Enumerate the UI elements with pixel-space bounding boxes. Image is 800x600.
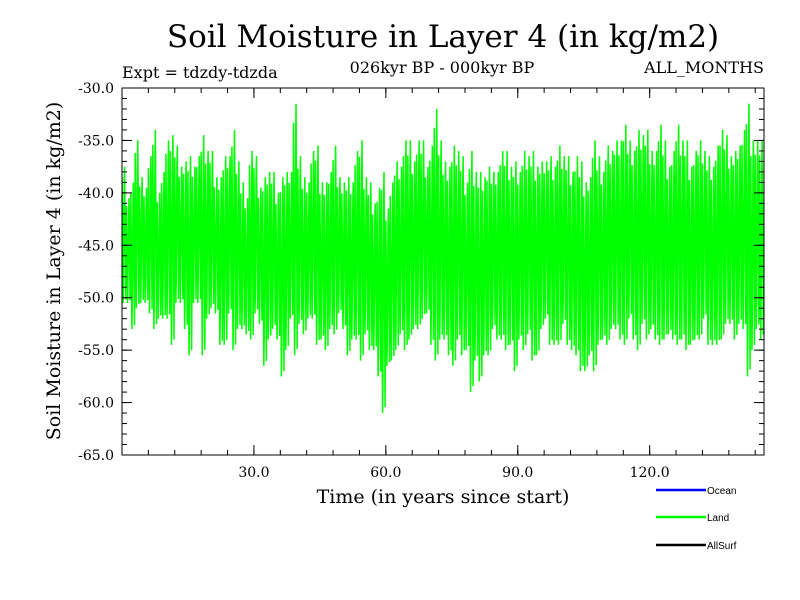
subtitle-right: ALL_MONTHS	[643, 58, 764, 77]
y-tick-label: -60.0	[78, 396, 114, 412]
legend-label-allsurf: AllSurf	[707, 541, 737, 552]
x-tick-label: 120.0	[630, 465, 670, 481]
subtitle-center: 026kyr BP - 000kyr BP	[350, 58, 535, 77]
y-tick-label: -30.0	[78, 81, 114, 97]
plot-frame	[121, 87, 765, 456]
series-layer	[122, 103, 764, 414]
x-tick-label: 30.0	[238, 465, 269, 481]
x-tick-label: 90.0	[502, 465, 533, 481]
series-line-land	[122, 103, 764, 414]
chart-title: Soil Moisture in Layer 4 (in kg/m2)	[167, 19, 719, 55]
legend-label-ocean: Ocean	[707, 486, 736, 497]
y-tick-label: -40.0	[78, 186, 114, 202]
y-axis: -30.0 -35.0 -40.0 -45.0 -50.0 -55.0 -60.0 -65.0	[78, 81, 764, 464]
x-axis-label: Time (in years since start)	[317, 486, 570, 508]
y-tick-label: -55.0	[78, 343, 114, 359]
y-axis-label: Soil Moisture in Layer 4 (in kg/m2)	[43, 102, 65, 441]
x-tick-label: 60.0	[370, 465, 401, 481]
y-tick-label: -35.0	[78, 133, 114, 149]
y-tick-label: -50.0	[78, 291, 114, 307]
legend: Ocean Land AllSurf	[656, 486, 737, 552]
y-tick-label: -45.0	[78, 238, 114, 254]
legend-label-land: Land	[707, 513, 729, 524]
y-tick-label: -65.0	[78, 448, 114, 464]
x-axis: 30.0 60.0 90.0 120.0	[147, 88, 756, 481]
subtitle-left: Expt = tdzdy-tdzda	[122, 63, 278, 82]
